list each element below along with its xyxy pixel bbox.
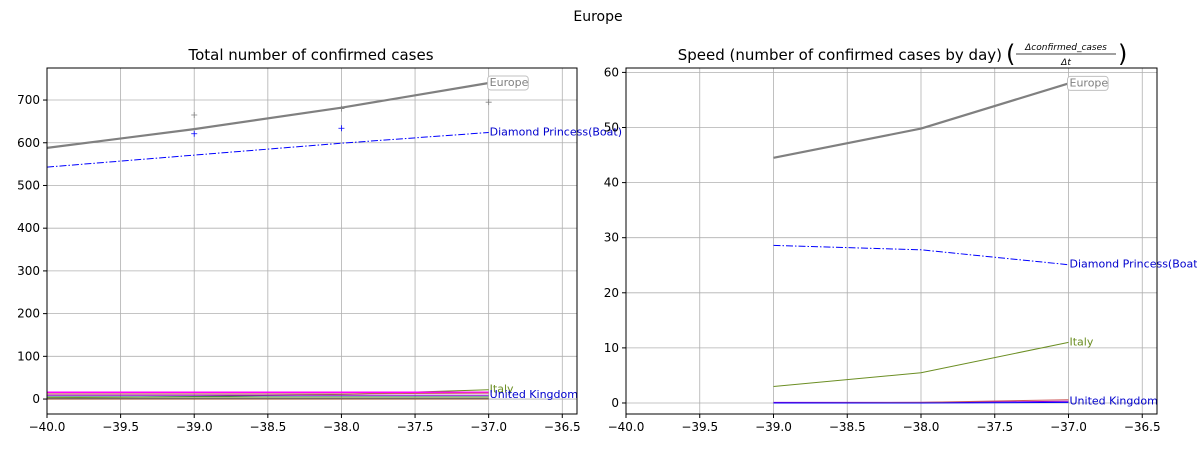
annotation-label-1: Diamond Princess(Boat) (490, 126, 622, 139)
series-line-1 (773, 244, 1069, 266)
x-tick-label: −38.0 (323, 420, 360, 434)
data-point-marker (191, 130, 198, 137)
y-tick-label: 20 (604, 286, 619, 300)
panel-title-total: Total number of confirmed cases (187, 46, 433, 64)
series-line-5 (47, 392, 489, 395)
y-tick-label: 500 (17, 178, 40, 192)
speed-formula: ( Δconfirmed_cases Δt ) (1006, 40, 1127, 68)
annotation-label-3: United Kingdom (1070, 394, 1158, 407)
y-tick-label: 0 (32, 392, 40, 406)
x-tick-label: −40.0 (29, 420, 66, 434)
y-tick-label: 100 (17, 349, 40, 363)
data-point-marker (338, 105, 345, 112)
y-tick-label: 200 (17, 307, 40, 321)
series-line-5 (773, 401, 1069, 404)
x-tick-label: −37.0 (470, 420, 507, 434)
axes-frame (625, 67, 1158, 415)
x-tick-label: −37.0 (1050, 420, 1087, 434)
x-tick-label: −37.5 (976, 420, 1013, 434)
series-line-2 (773, 341, 1069, 387)
y-tick-label: 30 (604, 231, 619, 245)
y-tick-label: 700 (17, 93, 40, 107)
x-tick-label: −40.0 (608, 420, 645, 434)
annotation-label-2: Italy (490, 383, 514, 396)
axes-frame (46, 67, 578, 415)
data-point-marker (191, 111, 198, 118)
formula-open-paren: ( (1006, 40, 1015, 68)
annotation-label-1: Diamond Princess(Boat) (1070, 258, 1197, 271)
annotation-box (1067, 75, 1109, 91)
annotation-box (487, 75, 529, 91)
x-tick-label: −38.0 (903, 420, 940, 434)
y-tick-label: 60 (604, 65, 619, 79)
y-tick-label: 400 (17, 221, 40, 235)
y-tick-label: 10 (604, 341, 619, 355)
plot-area (773, 82, 1069, 404)
panel-total-cases: Total number of confirmed cases Europe Di… (17, 46, 622, 434)
formula-denominator: Δt (1060, 58, 1071, 68)
x-tick-label: −39.5 (681, 420, 718, 434)
x-tick-label: −39.0 (176, 420, 213, 434)
y-tick-label: 0 (611, 396, 619, 410)
x-tick-label: −38.5 (829, 420, 866, 434)
figure-suptitle: Europe (573, 9, 622, 25)
annotation-label-0: Europe (1070, 76, 1109, 89)
y-tick-label: 300 (17, 264, 40, 278)
series-line-1 (47, 132, 489, 168)
x-tick-label: −37.5 (397, 420, 434, 434)
x-tick-label: −38.5 (249, 420, 286, 434)
panel-title-speed: Speed (number of confirmed cases by day) (678, 46, 1002, 64)
formula-close-paren: ) (1118, 40, 1127, 68)
plot-area (47, 81, 492, 400)
y-tick-label: 600 (17, 136, 40, 150)
annotation-label-2: Italy (1070, 335, 1094, 348)
data-point-marker (338, 125, 345, 132)
formula-numerator: Δconfirmed_cases (1024, 43, 1107, 53)
x-tick-label: −36.5 (544, 420, 581, 434)
x-tick-label: −39.0 (755, 420, 792, 434)
panel-speed: Speed (number of confirmed cases by day)… (604, 40, 1197, 434)
y-tick-label: 40 (604, 176, 619, 190)
data-point-marker (485, 99, 492, 106)
annotation-label-0: Europe (490, 76, 529, 89)
annotation-label-3: United Kingdom (490, 388, 578, 401)
x-tick-label: −39.5 (102, 420, 139, 434)
series-line-0 (773, 82, 1069, 159)
series-line-0 (47, 81, 489, 149)
y-tick-label: 50 (604, 121, 619, 135)
x-tick-label: −36.5 (1124, 420, 1161, 434)
